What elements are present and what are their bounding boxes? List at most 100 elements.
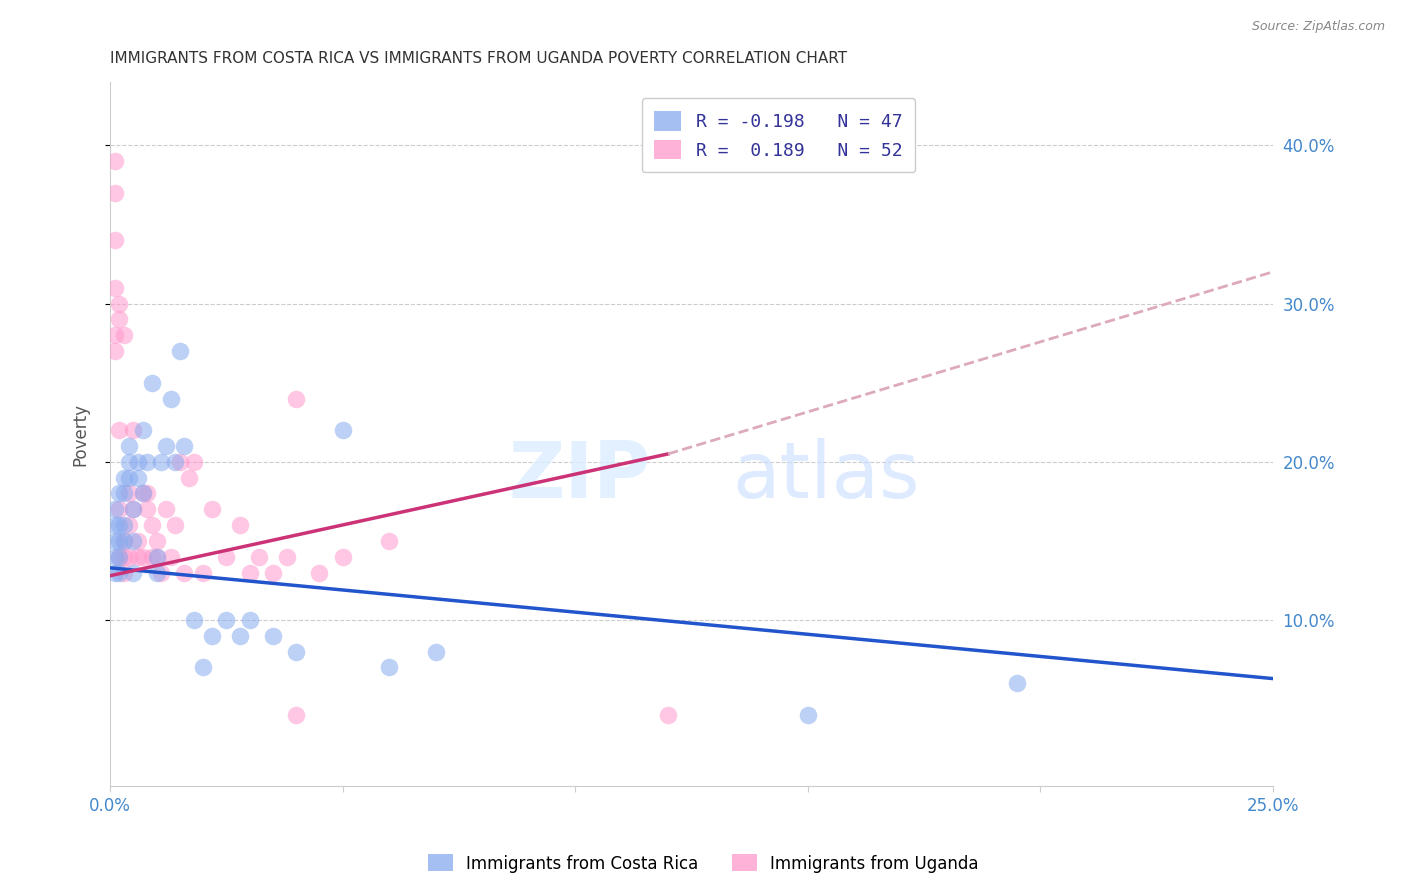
Point [215,613,238,627]
Point [165,455,187,469]
Point [155,439,177,453]
Point [104,549,127,564]
Point [150,566,173,580]
Point [378,660,401,674]
Point [112,486,135,500]
Point [108,533,131,548]
Point [145,549,167,564]
Point [183,613,205,627]
Point [308,566,330,580]
Point [118,518,141,533]
Point [796,708,818,723]
Point [183,455,205,469]
Point [104,566,127,580]
Point [104,518,127,533]
Point [285,645,308,659]
Point [229,518,252,533]
Point [131,423,153,437]
Point [122,566,145,580]
Point [127,455,149,469]
Point [112,533,135,548]
Point [425,645,447,659]
Point [285,392,308,406]
Point [127,533,149,548]
Point [173,566,195,580]
Point [159,392,181,406]
Point [247,549,270,564]
Point [112,549,135,564]
Point [122,502,145,516]
Point [118,549,141,564]
Point [118,455,141,469]
Point [145,549,167,564]
Point [239,566,262,580]
Point [201,629,224,643]
Point [1005,676,1028,690]
Point [108,312,131,326]
Point [104,502,127,516]
Point [239,613,262,627]
Point [104,328,127,343]
Point [127,470,149,484]
Legend: R = -0.198   N = 47, R =  0.189   N = 52: R = -0.198 N = 47, R = 0.189 N = 52 [641,98,915,172]
Point [108,518,131,533]
Point [262,629,284,643]
Point [145,566,167,580]
Point [179,470,201,484]
Point [141,376,163,390]
Point [131,486,153,500]
Point [215,549,238,564]
Point [118,439,141,453]
Point [104,281,127,295]
Point [155,502,177,516]
Point [131,486,153,500]
Point [108,296,131,310]
Point [141,518,163,533]
Point [276,549,298,564]
Text: Source: ZipAtlas.com: Source: ZipAtlas.com [1251,20,1385,33]
Point [131,549,153,564]
Point [145,533,167,548]
Point [657,708,679,723]
Point [378,533,401,548]
Point [108,423,131,437]
Point [191,660,214,674]
Point [118,486,141,500]
Point [262,566,284,580]
Point [127,549,149,564]
Text: atlas: atlas [733,438,920,515]
Point [169,455,191,469]
Point [229,629,252,643]
Point [136,455,159,469]
Point [104,186,127,200]
Point [112,518,135,533]
Point [112,533,135,548]
Point [150,455,173,469]
Point [201,502,224,516]
Point [122,533,145,548]
Point [332,423,354,437]
Text: IMMIGRANTS FROM COSTA RICA VS IMMIGRANTS FROM UGANDA POVERTY CORRELATION CHART: IMMIGRANTS FROM COSTA RICA VS IMMIGRANTS… [110,51,848,66]
Point [122,423,145,437]
Point [173,439,195,453]
Point [169,344,191,359]
Point [112,566,135,580]
Y-axis label: Poverty: Poverty [72,402,89,466]
Legend: Immigrants from Costa Rica, Immigrants from Uganda: Immigrants from Costa Rica, Immigrants f… [420,847,986,880]
Point [112,470,135,484]
Point [108,549,131,564]
Point [104,154,127,169]
Point [122,502,145,516]
Point [112,328,135,343]
Point [332,549,354,564]
Point [108,549,131,564]
Point [136,486,159,500]
Point [118,470,141,484]
Point [104,233,127,247]
Point [165,518,187,533]
Point [136,502,159,516]
Point [104,344,127,359]
Text: ZIP: ZIP [509,438,651,515]
Point [108,486,131,500]
Point [108,566,131,580]
